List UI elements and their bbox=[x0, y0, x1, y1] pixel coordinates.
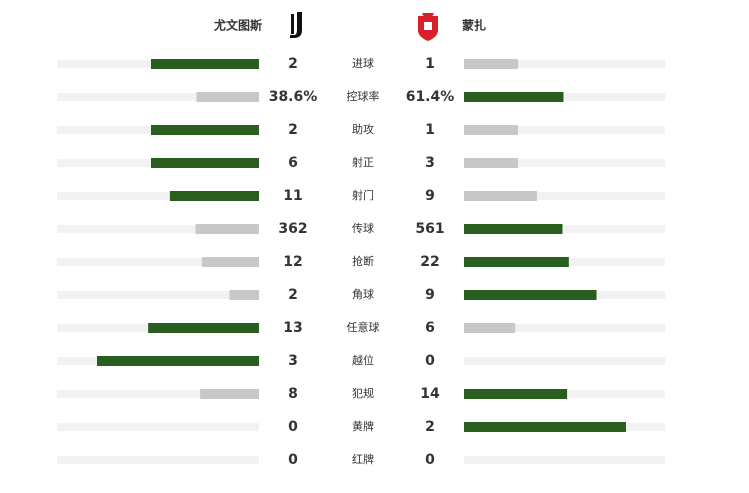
away-value: 0 bbox=[425, 452, 435, 468]
home-bar bbox=[196, 92, 259, 102]
away-bar bbox=[464, 224, 563, 234]
home-value: 2 bbox=[288, 287, 298, 303]
home-track bbox=[57, 225, 259, 233]
home-value: 8 bbox=[288, 386, 298, 402]
stat-label: 传球 bbox=[352, 221, 374, 235]
home-track bbox=[57, 423, 259, 431]
home-track bbox=[57, 390, 259, 398]
home-value: 11 bbox=[283, 188, 302, 204]
away-value: 3 bbox=[425, 155, 435, 171]
home-bar bbox=[97, 356, 259, 366]
home-team: 尤文图斯 bbox=[214, 18, 262, 33]
away-bar bbox=[464, 191, 537, 201]
home-value: 2 bbox=[288, 122, 298, 138]
away-value: 6 bbox=[425, 320, 435, 336]
home-track bbox=[57, 456, 259, 464]
home-value: 38.6% bbox=[269, 89, 318, 105]
home-bar bbox=[169, 191, 259, 201]
stat-label: 黄牌 bbox=[352, 419, 374, 433]
away-bar bbox=[464, 92, 564, 102]
home-logo bbox=[290, 12, 302, 38]
stat-label: 抢断 bbox=[352, 254, 374, 268]
home-value: 12 bbox=[283, 254, 302, 270]
stat-label: 控球率 bbox=[347, 89, 380, 103]
stat-label: 助攻 bbox=[352, 122, 374, 136]
home-bar bbox=[148, 323, 259, 333]
away-value: 0 bbox=[425, 353, 435, 369]
home-bar bbox=[195, 224, 259, 234]
home-value: 0 bbox=[288, 452, 298, 468]
stat-label: 进球 bbox=[352, 56, 374, 70]
home-track bbox=[57, 291, 259, 299]
away-value: 2 bbox=[425, 419, 435, 435]
stat-label: 射正 bbox=[352, 155, 374, 169]
stat-label: 红牌 bbox=[352, 452, 374, 466]
stat-label: 任意球 bbox=[347, 320, 380, 334]
home-value: 0 bbox=[288, 419, 298, 435]
away-track bbox=[464, 324, 665, 332]
home-value: 362 bbox=[278, 221, 307, 237]
away-value: 9 bbox=[425, 287, 435, 303]
away-track bbox=[464, 126, 665, 134]
home-bar bbox=[201, 257, 259, 267]
away-track bbox=[464, 225, 665, 233]
away-track bbox=[464, 357, 665, 365]
away-track bbox=[464, 456, 665, 464]
away-bar bbox=[464, 59, 518, 69]
away-track bbox=[464, 192, 665, 200]
away-bar bbox=[464, 158, 518, 168]
away-value: 1 bbox=[425, 122, 435, 138]
stat-label: 犯规 bbox=[352, 386, 374, 400]
away-team: 蒙扎 bbox=[462, 18, 486, 33]
away-bar bbox=[464, 389, 568, 399]
stat-label: 角球 bbox=[352, 287, 374, 301]
home-bar bbox=[151, 125, 259, 135]
away-bar bbox=[464, 323, 516, 333]
home-track bbox=[57, 192, 259, 200]
stat-label: 越位 bbox=[352, 353, 374, 367]
away-bar bbox=[464, 422, 626, 432]
away-value: 61.4% bbox=[406, 89, 455, 105]
home-bar bbox=[151, 59, 259, 69]
away-bar bbox=[464, 257, 569, 267]
home-track bbox=[57, 258, 259, 266]
stat-label: 射门 bbox=[352, 188, 374, 202]
home-value: 3 bbox=[288, 353, 298, 369]
home-track bbox=[57, 93, 259, 101]
away-track bbox=[464, 60, 665, 68]
home-bar bbox=[200, 389, 259, 399]
home-value: 2 bbox=[288, 56, 298, 72]
away-bar bbox=[464, 290, 597, 300]
away-value: 22 bbox=[420, 254, 439, 270]
home-bar bbox=[229, 290, 259, 300]
away-logo bbox=[418, 13, 438, 41]
home-value: 13 bbox=[283, 320, 302, 336]
home-value: 6 bbox=[288, 155, 298, 171]
home-bar bbox=[151, 158, 259, 168]
away-bar bbox=[464, 125, 518, 135]
away-value: 561 bbox=[415, 221, 444, 237]
away-value: 1 bbox=[425, 56, 435, 72]
away-track bbox=[464, 93, 665, 101]
away-track bbox=[464, 159, 665, 167]
away-value: 9 bbox=[425, 188, 435, 204]
away-value: 14 bbox=[420, 386, 440, 402]
